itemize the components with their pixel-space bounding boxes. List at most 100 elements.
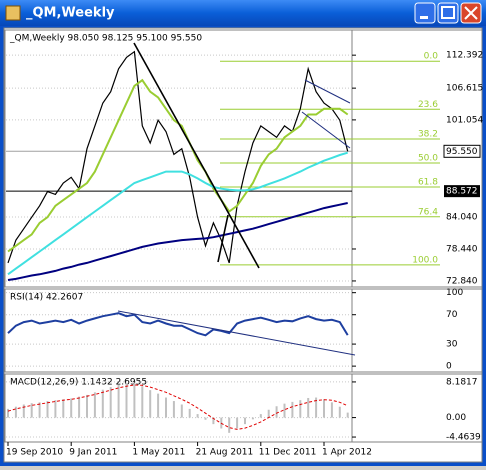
bar [338,406,341,418]
bar [149,390,152,418]
bar [330,402,333,418]
fib-label: 23.6 [418,100,438,110]
trend-line [133,42,260,269]
series-line [7,202,348,281]
bar [180,404,183,418]
trend-lines [117,42,356,356]
bar [315,397,318,418]
bar [212,417,215,425]
bar [62,399,65,418]
y-tick-label: 106.615 [446,84,483,94]
y-tick-label: 70 [446,310,458,320]
fib-label: 76.4 [418,207,438,217]
bar [307,397,310,418]
series-line [7,50,349,264]
bar [299,400,302,418]
fib-label: 38.2 [418,130,438,140]
y-tick-label: 100 [446,288,463,298]
panel-title: MACD(12,26,9) 1.1432 2.6955 [10,378,147,388]
x-tick-label: 11 Dec 2011 [259,448,317,458]
panel [4,373,483,443]
bar [125,383,128,418]
title-bar [0,0,486,26]
y-tick-label: 84.040 [446,213,478,223]
marked-price-label: 88.572 [446,187,478,197]
minimize-button[interactable] [414,2,436,24]
panel-title: RSI(14) 42.2607 [10,293,83,303]
bar [157,393,160,418]
bar [86,394,88,418]
y-tick-label: 0 [446,362,452,372]
plots: _QM,Weekly 98.050 98.125 95.100 95.550 11… [4,29,483,458]
bar [22,404,25,418]
fib-label: 100.0 [412,255,438,265]
bar [117,384,120,418]
bar [109,387,112,418]
fib-label: 0.0 [424,52,439,62]
panel-title: _QM,Weekly 98.050 98.125 95.100 95.550 [9,34,202,44]
bar [236,417,239,429]
trend-line [217,214,229,263]
bar [54,400,57,418]
x-tick-label: 19 Sep 2010 [6,448,63,458]
y-tick-label: -4.4639 [446,433,481,443]
bar [38,402,41,418]
bar [283,403,286,418]
window-title: _QM,Weekly [26,6,115,21]
maximize-icon [441,6,455,19]
bar [14,406,17,418]
channel-line [304,79,351,104]
bar [141,386,144,418]
current-price-label: 95.550 [446,147,478,157]
bar [346,412,349,418]
y-tick-label: 112.392 [446,51,483,61]
marked-price-box [444,185,480,198]
window-buttons[interactable] [414,2,482,24]
series-line [7,151,348,276]
bar [30,403,33,418]
y-tick-label: 78.440 [446,244,478,254]
bar [7,408,9,418]
bar [275,406,278,418]
bar [267,409,270,418]
fib-label: 61.8 [418,178,438,188]
x-tick-label: 21 Aug 2011 [196,448,254,458]
window-icon [5,5,21,21]
chart-area [3,27,483,463]
y-tick-label: 72.840 [446,276,478,286]
panel [4,29,483,288]
y-tick-label: 0.00 [446,413,466,423]
bar [259,414,262,418]
bar [204,417,207,420]
bar [133,382,136,418]
bar [101,389,104,418]
x-tick-label: 1 May 2011 [132,448,185,458]
bar [188,408,191,418]
channel-line [301,111,351,149]
bar [78,396,81,418]
minimize-icon [420,16,428,19]
bar [196,414,199,418]
bar [172,401,175,418]
bar [93,392,96,418]
x-tick-label: 1 Apr 2012 [322,448,372,458]
fib-label: 50.0 [418,154,438,164]
bar [70,398,73,418]
bar [251,417,254,420]
bar [291,401,294,418]
bar [228,417,231,433]
bar [244,417,246,425]
series-line [7,384,348,430]
bar [323,399,325,418]
y-tick-label: 101.054 [446,115,483,125]
series-line [7,312,349,337]
rsi-trend-line [117,310,356,356]
current-price-box [443,144,481,158]
panel [4,288,483,373]
x-tick-label: 9 Jan 2011 [69,448,117,458]
close-icon [464,6,478,20]
bar [165,397,167,418]
y-tick-label: 30 [446,340,458,350]
